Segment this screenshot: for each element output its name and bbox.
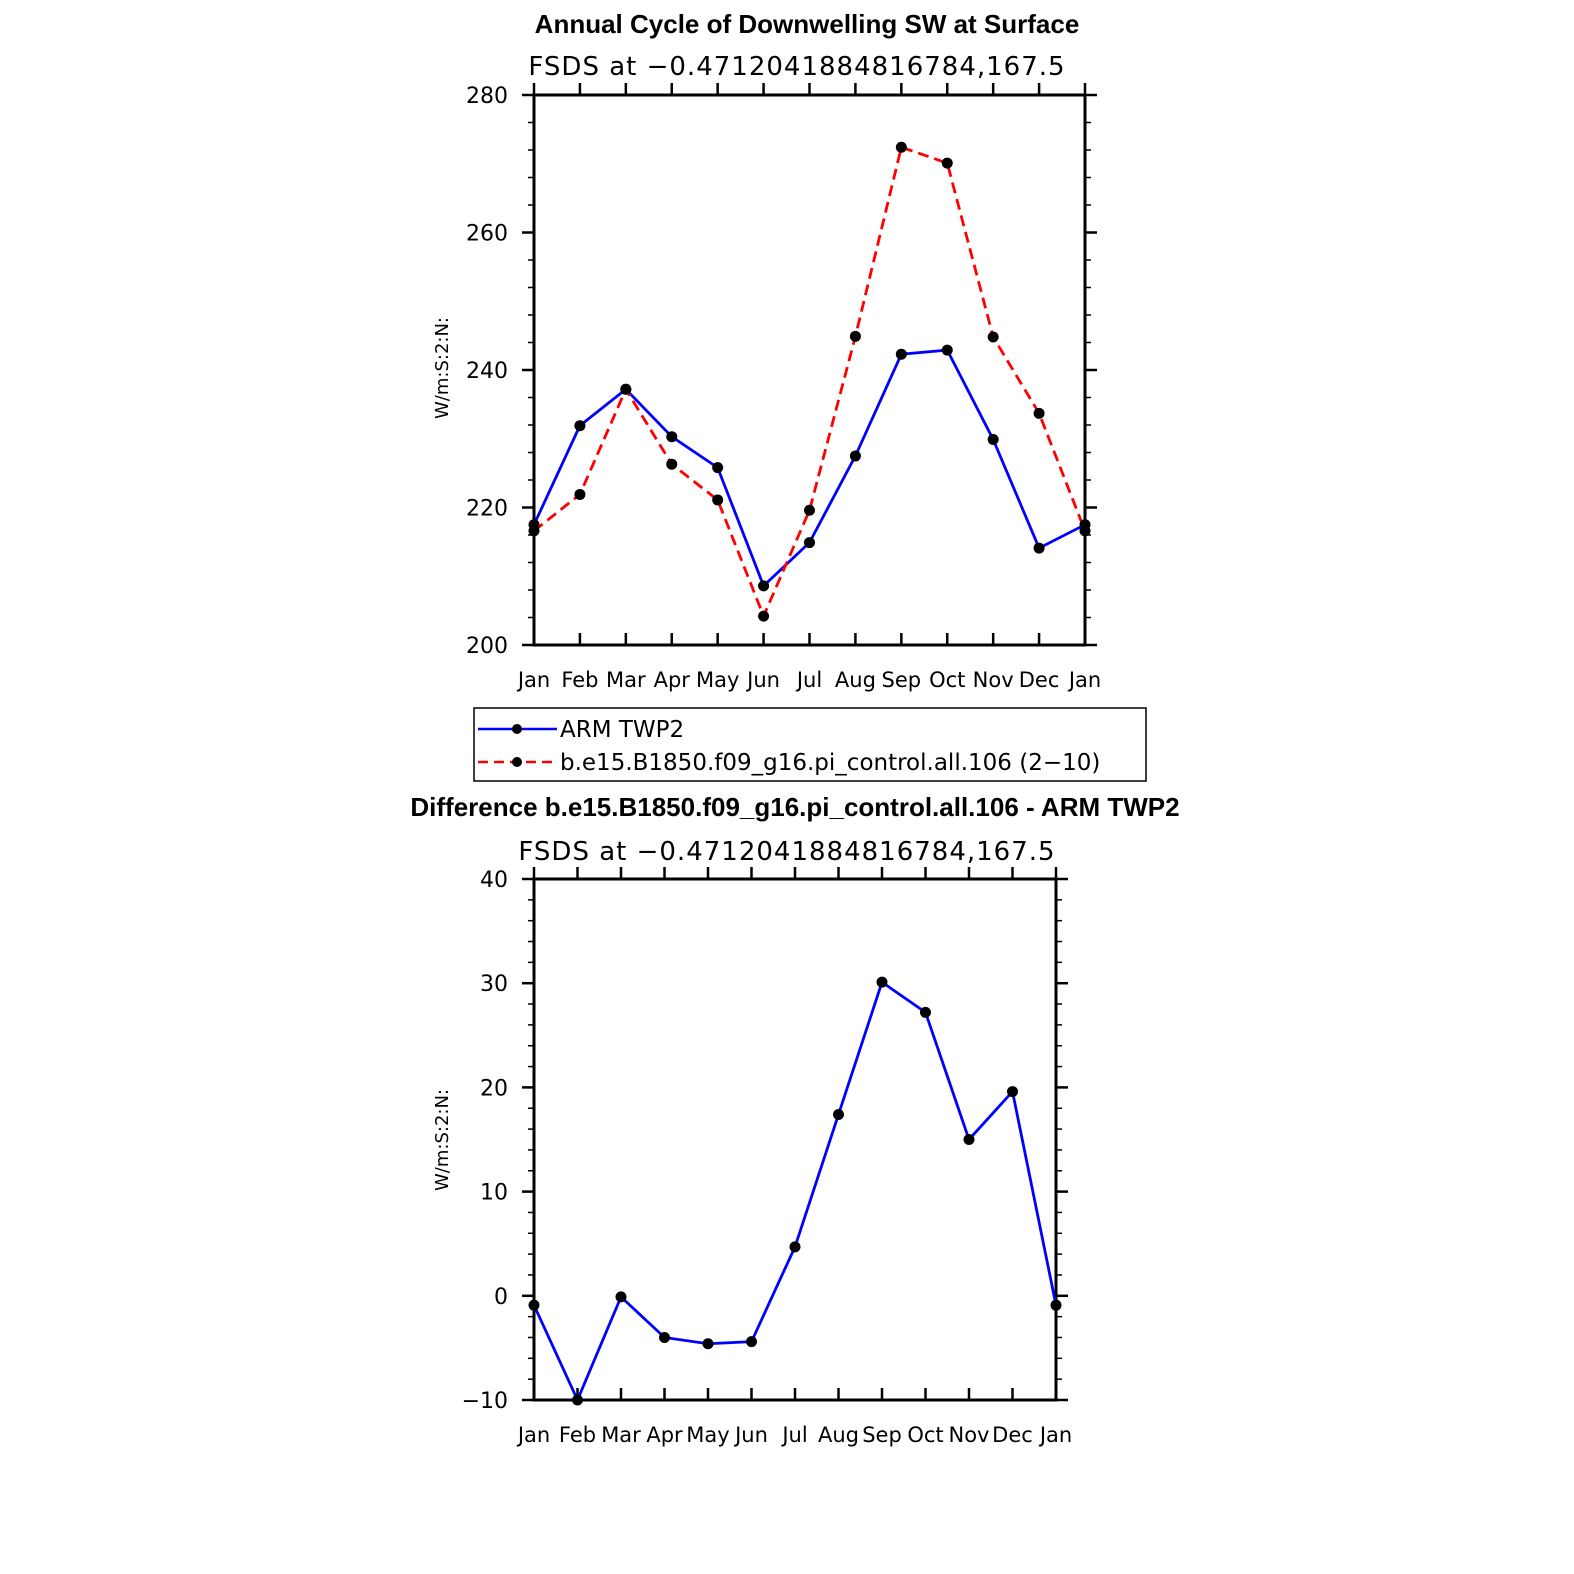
- data-point-s0-12: [1050, 1299, 1062, 1311]
- chart-difference: Difference b.e15.B1850.f09_g16.pi_contro…: [410, 792, 1179, 1447]
- data-point-s1-9: [941, 157, 953, 169]
- data-point-s0-8: [895, 348, 907, 360]
- chart1-series: [528, 141, 1091, 622]
- x-tick-label: Nov: [973, 668, 1014, 692]
- chart2-axes: Jan Feb Mar Apr May Jun Jul Aug Sep Oct Nov Dec Jan−…: [462, 867, 1072, 1447]
- data-point-s0-10: [963, 1134, 975, 1145]
- data-point-s0-7: [833, 1108, 844, 1120]
- data-point-s0-4: [702, 1338, 714, 1350]
- y-tick-label: 200: [466, 634, 508, 659]
- legend-marker-arm: [512, 724, 522, 734]
- data-point-s1-8: [895, 141, 907, 153]
- data-point-s0-8: [876, 976, 888, 988]
- legend-marker-model: [512, 757, 522, 767]
- chart1-axes: Jan Feb Mar Apr May Jun Jul Aug Sep Oct Nov Dec Jan 2…: [466, 83, 1101, 692]
- x-tick-label: May: [696, 668, 739, 692]
- x-tick-label: Oct: [907, 1423, 943, 1447]
- series-line-0: [532, 348, 1086, 589]
- y-tick-label: 20: [480, 1076, 508, 1101]
- chart1-y-axis-label: W/m:S:2:N:: [432, 317, 453, 419]
- data-point-s1-10: [987, 331, 999, 343]
- chart2-title: Difference b.e15.B1850.f09_g16.pi_contro…: [410, 792, 1179, 822]
- chart1-title: Annual Cycle of Downwelling SW at Surfac…: [535, 9, 1080, 39]
- data-point-s1-11: [1033, 407, 1045, 419]
- x-tick-label: Jan: [1067, 668, 1101, 692]
- x-tick-label: Jun: [745, 668, 780, 692]
- data-point-s0-7: [849, 450, 861, 462]
- data-point-s0-1: [572, 1394, 583, 1406]
- data-point-s0-9: [941, 344, 953, 356]
- y-tick-label: 40: [480, 868, 508, 893]
- data-point-s0-5: [758, 580, 770, 592]
- data-point-s1-12: [1079, 525, 1091, 537]
- data-point-s0-11: [1007, 1086, 1018, 1098]
- data-point-s0-1: [574, 420, 586, 432]
- x-tick-label: Jul: [795, 668, 822, 692]
- x-tick-label: Mar: [606, 668, 646, 692]
- data-point-s1-7: [849, 330, 861, 342]
- x-tick-label: Aug: [835, 668, 876, 692]
- data-point-s1-4: [712, 494, 724, 506]
- data-point-s1-1: [574, 488, 586, 500]
- data-point-s1-0: [528, 525, 540, 537]
- x-tick-label: Oct: [929, 668, 965, 692]
- x-tick-label: Jan: [516, 1423, 550, 1447]
- y-tick-label: 30: [480, 972, 508, 997]
- chart1-subtitle: FSDS at −0.4712041884816784,167.5: [528, 52, 1065, 82]
- data-point-s0-11: [1033, 542, 1045, 554]
- data-point-s1-2: [620, 383, 632, 395]
- series-line-0: [532, 979, 1058, 1404]
- x-tick-label: Aug: [818, 1423, 859, 1447]
- plot-frame: [532, 93, 1087, 647]
- data-point-s0-3: [666, 431, 678, 443]
- x-tick-label: Jan: [1038, 1423, 1072, 1447]
- x-tick-label: Feb: [559, 1423, 596, 1447]
- y-tick-label: −10: [462, 1389, 508, 1414]
- y-tick-label: 260: [466, 222, 508, 247]
- x-tick-label: Dec: [992, 1423, 1033, 1447]
- x-tick-label: Apr: [654, 668, 691, 692]
- legend-label-arm: ARM TWP2: [560, 717, 684, 743]
- y-tick-label: 220: [466, 497, 508, 522]
- x-tick-label: Nov: [949, 1423, 990, 1447]
- chart2-y-axis-label: W/m:S:2:N:: [432, 1089, 453, 1191]
- chart2-subtitle: FSDS at −0.4712041884816784,167.5: [518, 837, 1055, 867]
- y-tick-label: 0: [494, 1285, 508, 1310]
- y-tick-label: 280: [466, 84, 508, 109]
- y-tick-label: 240: [466, 359, 508, 384]
- legend: ARM TWP2 b.e15.B1850.f09_g16.pi_control.…: [473, 707, 1147, 782]
- x-tick-label: Feb: [561, 668, 598, 692]
- data-point-s1-3: [666, 458, 678, 470]
- data-point-s1-5: [758, 610, 770, 622]
- x-tick-label: Apr: [646, 1423, 683, 1447]
- data-point-s0-0: [528, 1299, 540, 1311]
- data-point-s0-4: [712, 462, 724, 474]
- x-tick-label: Jun: [733, 1423, 768, 1447]
- x-tick-label: Dec: [1019, 668, 1060, 692]
- x-tick-label: May: [686, 1423, 729, 1447]
- x-tick-label: Jul: [780, 1423, 807, 1447]
- data-point-s0-6: [789, 1241, 801, 1253]
- legend-label-model: b.e15.B1850.f09_g16.pi_control.all.106 (…: [560, 750, 1100, 776]
- data-point-s0-2: [615, 1291, 627, 1303]
- x-tick-label: Mar: [601, 1423, 641, 1447]
- chart-annual-cycle: Annual Cycle of Downwelling SW at Surfac…: [432, 9, 1101, 692]
- legend-box: [473, 707, 1147, 782]
- plot-frame: [532, 877, 1058, 1402]
- chart2-series: [528, 976, 1062, 1406]
- y-tick-label: 10: [480, 1181, 508, 1206]
- x-tick-label: Sep: [862, 1423, 902, 1447]
- data-point-s1-6: [804, 504, 815, 516]
- x-tick-label: Sep: [882, 668, 922, 692]
- data-point-s0-5: [746, 1336, 757, 1348]
- x-tick-label: Jan: [516, 668, 550, 692]
- data-point-s0-10: [987, 433, 999, 445]
- data-point-s0-9: [920, 1006, 931, 1018]
- data-point-s0-3: [659, 1331, 670, 1343]
- data-point-s0-6: [804, 537, 815, 549]
